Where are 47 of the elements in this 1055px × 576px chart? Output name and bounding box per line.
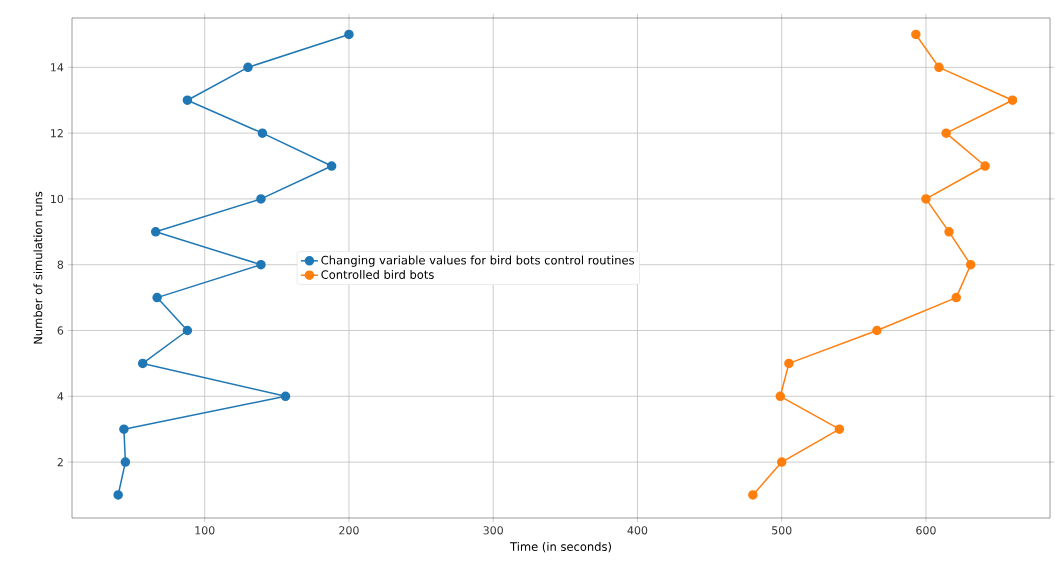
x-tick-label: 200 (339, 526, 359, 535)
y-tick-label: 12 (51, 129, 63, 138)
y-tick-label: 14 (51, 63, 64, 72)
x-tick-label: 100 (195, 526, 215, 535)
x-tick-label: 600 (916, 526, 936, 535)
point (152, 292, 162, 303)
legend-label: Changing variable values for bird bots control routines (321, 255, 635, 267)
point (934, 62, 944, 73)
point (951, 292, 962, 303)
point (784, 358, 794, 369)
point (182, 95, 193, 105)
point (965, 259, 976, 270)
point (944, 227, 954, 237)
x-tick-label: 500 (772, 526, 792, 535)
point (256, 194, 266, 204)
point (344, 29, 354, 40)
point (776, 457, 787, 467)
point (980, 161, 990, 171)
point (137, 358, 148, 369)
point (941, 128, 951, 138)
y-axis-title: Number of simulation runs (33, 191, 43, 344)
point (921, 194, 931, 204)
point (775, 391, 786, 402)
point (113, 490, 123, 500)
point (834, 424, 845, 434)
point (182, 325, 193, 336)
legend-label: Controlled bird bots (321, 270, 434, 279)
point (1007, 95, 1018, 105)
point (748, 490, 758, 500)
y-tick-label: 6 (57, 326, 64, 335)
point (326, 161, 337, 171)
y-tick-label: 8 (57, 260, 64, 269)
y-tick-label: 2 (57, 458, 63, 467)
point (280, 391, 291, 402)
point (256, 259, 266, 270)
x-axis-title: Time (in seconds) (510, 541, 611, 553)
x-tick-label: 300 (483, 526, 503, 535)
y-tick-label: 4 (57, 392, 64, 401)
point (911, 29, 921, 40)
point (243, 62, 253, 73)
point (119, 424, 129, 434)
point (150, 227, 161, 237)
y-tick-label: 10 (51, 194, 64, 204)
x-tick-label: 400 (627, 526, 648, 535)
point (257, 128, 268, 138)
point (872, 325, 882, 336)
point (120, 457, 131, 467)
